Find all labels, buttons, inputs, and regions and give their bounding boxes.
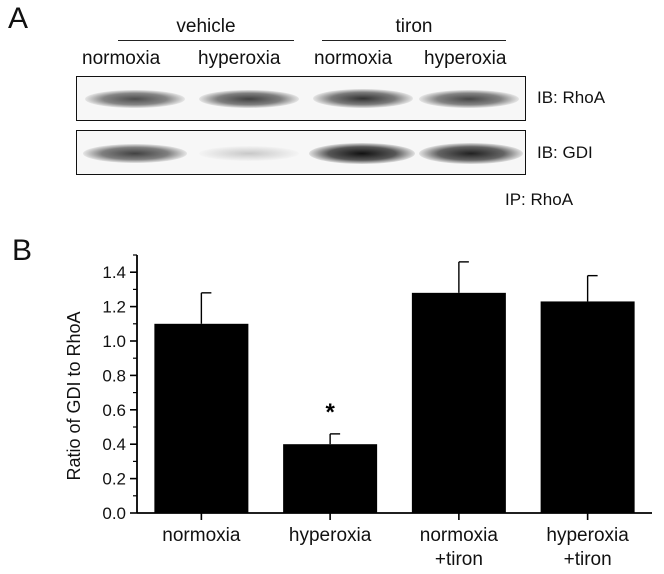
y-tick-label-0: 0.0 [102,504,126,523]
blot-rhoa [76,76,526,121]
y-tick-label-4: 0.8 [102,366,126,385]
x-tick-label-1-0: hyperoxia [289,525,372,546]
blot-label-rhoa: IB: RhoA [537,88,606,107]
blot-label-gdi: IB: GDI [537,143,593,162]
y-tick-label-3: 0.6 [102,401,126,420]
band-gdi-2 [199,146,299,161]
y-tick-label-7: 1.4 [102,263,126,282]
ip-label: IP: RhoA [505,190,574,209]
group-line-vehicle [118,40,294,41]
x-tick-label-2-0: normoxia [420,525,499,546]
x-tick-label-2-1: +tiron [435,549,483,570]
lane-label-vehicle-hyperoxia: hyperoxia [198,48,281,69]
bar-1 [283,444,378,513]
y-axis-label: Ratio of GDI to RhoA [64,311,84,480]
x-tick-label-0-0: normoxia [162,525,241,546]
panel-b-letter: B [12,234,33,267]
bar-2 [411,292,506,513]
band-gdi-3 [309,143,415,164]
panel-a-letter: A [8,2,29,35]
significance-marker-0: * [325,399,335,426]
bar-0 [154,323,249,513]
x-tick-label-3-0: hyperoxia [546,525,629,546]
y-tick-label-1: 0.2 [102,470,126,489]
y-tick-label-2: 0.4 [102,435,126,454]
y-tick-label-6: 1.2 [102,298,126,317]
lane-label-tiron-hyperoxia: hyperoxia [424,48,507,69]
band-rhoa-4 [419,90,519,108]
band-rhoa-3 [313,89,413,108]
band-gdi-4 [419,143,523,164]
blot-gdi [76,130,526,175]
y-tick-label-5: 1.0 [102,332,126,351]
group-label-tiron: tiron [395,16,433,37]
group-label-vehicle: vehicle [176,16,236,37]
band-rhoa-1 [85,90,185,108]
bar-3 [540,301,635,513]
band-gdi-1 [83,144,187,163]
x-tick-label-3-1: +tiron [564,549,612,570]
lane-label-tiron-normoxia: normoxia [314,48,393,69]
group-line-tiron [322,40,506,41]
band-rhoa-2 [199,90,299,108]
lane-label-vehicle-normoxia: normoxia [82,48,161,69]
